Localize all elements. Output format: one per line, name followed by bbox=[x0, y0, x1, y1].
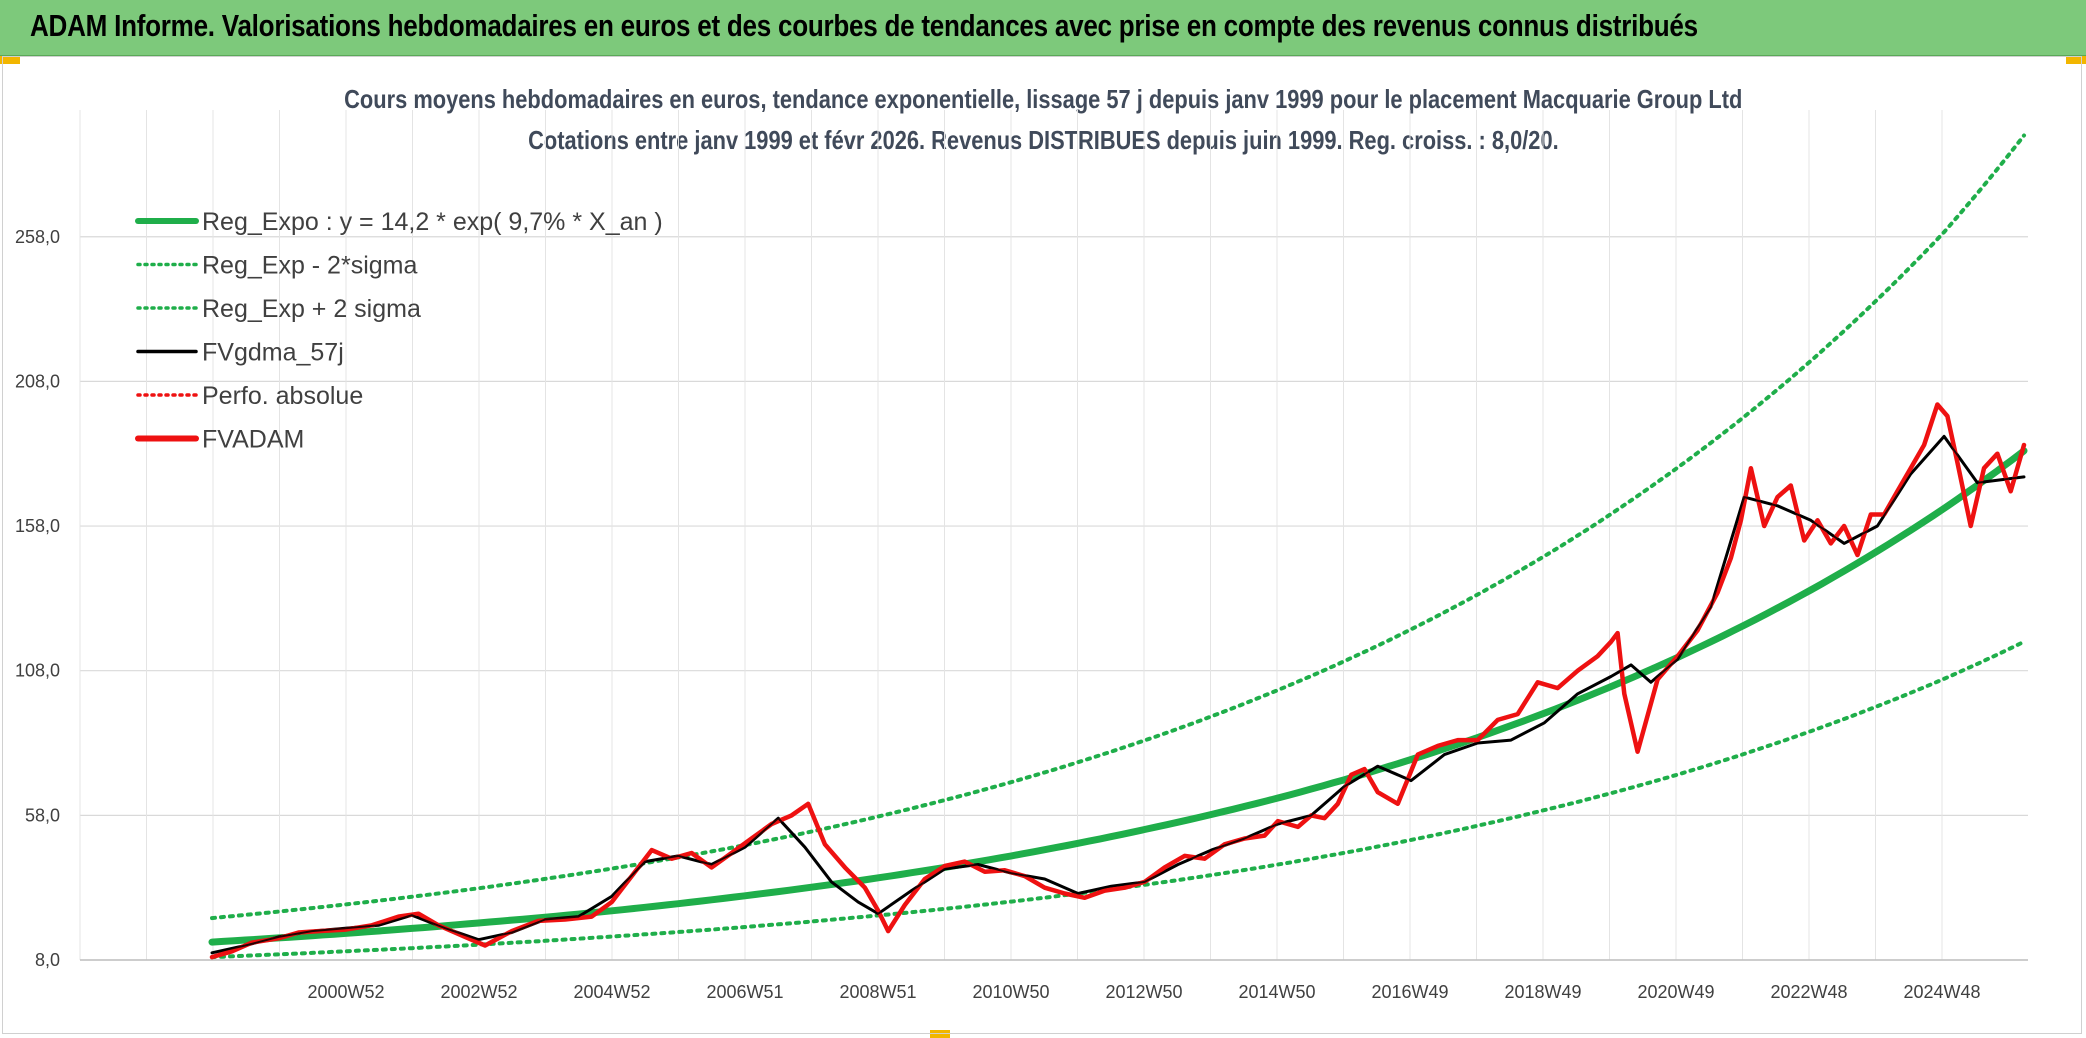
series-line-1 bbox=[208, 447, 2028, 946]
x-tick-label: 2010W50 bbox=[972, 982, 1049, 1002]
x-tick-label: 2012W50 bbox=[1105, 982, 1182, 1002]
x-tick-label: 2006W51 bbox=[706, 982, 783, 1002]
y-tick-label: 258,0 bbox=[15, 227, 60, 247]
legend-label: Reg_Exp + 2 sigma bbox=[202, 295, 421, 323]
legend: Reg_Expo : y = 14,2 * exp( 9,7% * X_an )… bbox=[135, 208, 663, 454]
title-banner: ADAM Informe. Valorisations hebdomadaire… bbox=[0, 0, 2086, 56]
legend-label: FVgdma_57j bbox=[202, 339, 344, 367]
x-tick-label: 2000W52 bbox=[307, 982, 384, 1002]
series-line-3 bbox=[210, 133, 2026, 921]
x-axis-ticks: 2000W52 2002W52 2004W52 2006W51 2008W51 2010W… bbox=[307, 982, 1980, 1002]
x-tick-label: 2004W52 bbox=[573, 982, 650, 1002]
x-tick-label: 2016W49 bbox=[1371, 982, 1448, 1002]
series-line-2 bbox=[210, 639, 2026, 960]
y-tick-label: 108,0 bbox=[15, 661, 60, 681]
grid bbox=[79, 110, 2028, 961]
chart-subtitle: Cotations entre janv 1999 et févr 2026. … bbox=[0, 125, 2086, 156]
series-line-5 bbox=[209, 402, 2027, 960]
chart-subtitle-text: Cotations entre janv 1999 et févr 2026. … bbox=[527, 125, 1559, 155]
corner-mark-bottom bbox=[930, 1030, 950, 1038]
legend-label: Reg_Expo : y = 14,2 * exp( 9,7% * X_an ) bbox=[202, 208, 663, 236]
y-tick-label: 58,0 bbox=[25, 805, 60, 825]
x-tick-label: 2002W52 bbox=[440, 982, 517, 1002]
legend-label: Perfo. absolue bbox=[202, 382, 363, 410]
legend-label: Reg_Exp - 2*sigma bbox=[202, 252, 417, 280]
y-tick-label: 8,0 bbox=[35, 950, 60, 970]
x-tick-label: 2022W48 bbox=[1770, 982, 1847, 1002]
series-group bbox=[208, 133, 2028, 960]
series-line-4 bbox=[210, 434, 2026, 955]
corner-mark-left bbox=[0, 56, 20, 64]
x-tick-label: 2008W51 bbox=[839, 982, 916, 1002]
x-tick-label: 2024W48 bbox=[1903, 982, 1980, 1002]
chart-title: Cours moyens hebdomadaires en euros, ten… bbox=[0, 84, 2086, 115]
x-tick-label: 2018W49 bbox=[1504, 982, 1581, 1002]
y-axis-ticks: 8,0 58,0 108,0 158,0 208,0 258,0 bbox=[15, 227, 60, 970]
report-title: ADAM Informe. Valorisations hebdomadaire… bbox=[30, 8, 1698, 43]
x-tick-label: 2014W50 bbox=[1238, 982, 1315, 1002]
legend-label: FVADAM bbox=[202, 426, 304, 454]
series-line-fvgdma-overlay bbox=[211, 435, 2025, 954]
chart-frame bbox=[2, 56, 2082, 1034]
y-tick-label: 158,0 bbox=[15, 516, 60, 536]
chart-title-text: Cours moyens hebdomadaires en euros, ten… bbox=[343, 84, 1743, 114]
x-tick-label: 2020W49 bbox=[1637, 982, 1714, 1002]
y-tick-label: 208,0 bbox=[15, 371, 60, 391]
corner-mark-right bbox=[2066, 56, 2086, 64]
